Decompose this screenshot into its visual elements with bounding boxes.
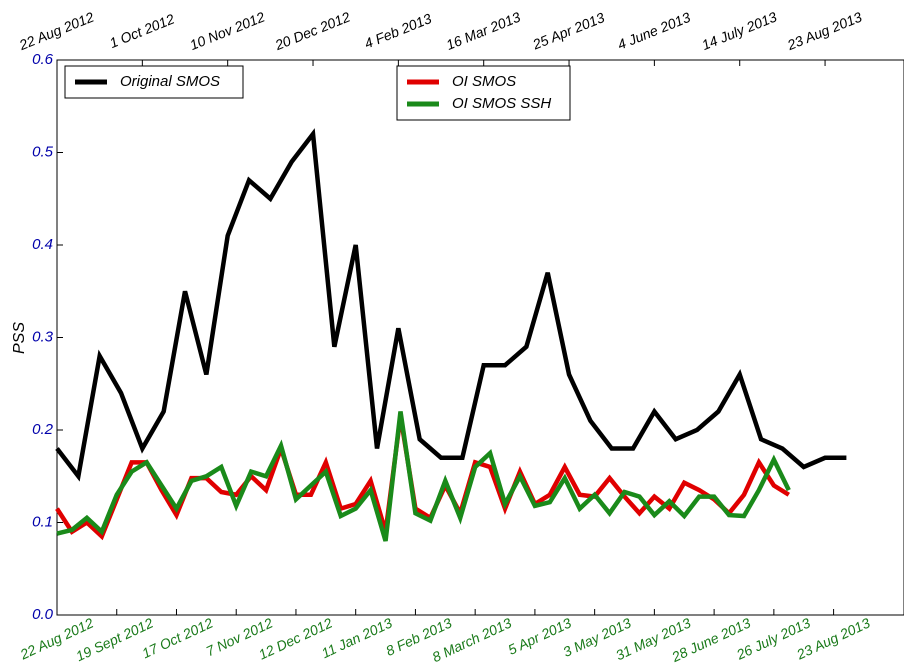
x-top-tick-label: 16 Mar 2013 [444,9,523,53]
y-tick-label: 0.2 [32,421,54,438]
series-line [56,411,791,542]
y-tick-label: 0.1 [32,513,53,530]
y-tick-label: 0.0 [32,606,54,623]
y-tick-label: 0.5 [32,143,54,160]
x-top-tick-label: 1 Oct 2012 [107,10,177,51]
series-line [55,415,790,541]
y-axis-label: PSS [11,322,28,354]
legend-box [396,65,571,121]
x-top-tick-label: 25 Apr 2013 [530,9,607,53]
x-top-tick-label: 4 Feb 2013 [362,10,434,51]
series-line [55,128,847,482]
x-top-tick-label: 10 Nov 2012 [187,8,267,53]
y-tick-label: 0.6 [32,51,54,68]
x-top-tick-label: 4 June 2013 [615,9,693,53]
legend-label: OI SMOS SSH [452,95,551,112]
x-top-tick-label: 14 July 2013 [699,8,779,53]
x-top-tick-label: 20 Dec 2012 [272,8,353,53]
y-tick-label: 0.3 [32,328,54,345]
legend-label: OI SMOS [452,73,516,90]
plot-frame [56,59,904,616]
x-top-tick-label: 23 Aug 2013 [784,9,864,54]
legend-label: Original SMOS [120,73,220,90]
y-tick-label: 0.4 [32,236,53,253]
x-top-tick-label: 22 Aug 2012 [16,9,96,54]
